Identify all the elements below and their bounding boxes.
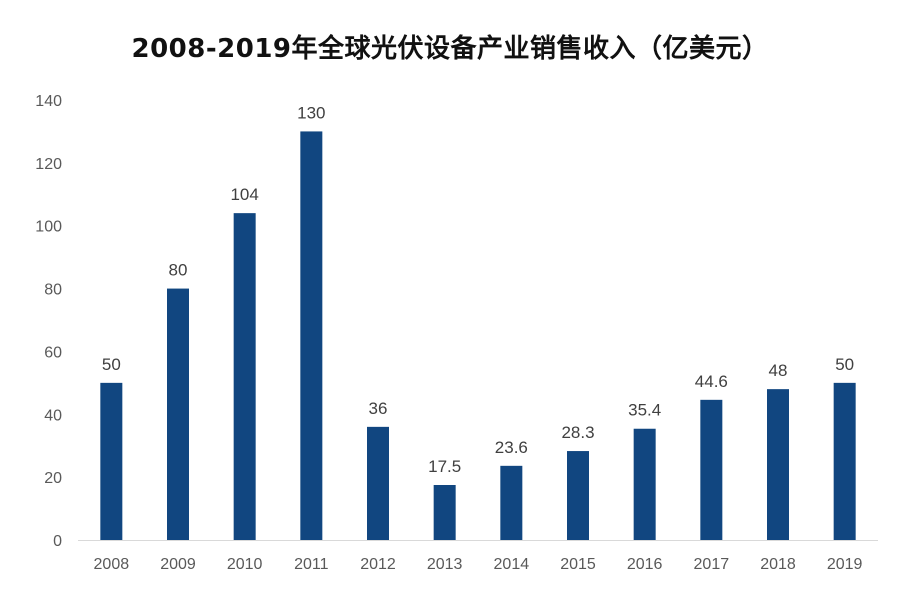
y-tick-label-120: 120	[35, 156, 62, 173]
chart-title: 2008-2019年全球光伏设备产业销售收入（亿美元）	[131, 34, 769, 64]
x-tick-label-2012: 2012	[360, 556, 396, 573]
bar-2010	[233, 213, 256, 540]
data-label-2008: 50	[102, 355, 121, 374]
bar-2013	[433, 485, 456, 540]
data-label-2011: 130	[297, 103, 325, 122]
data-label-2009: 80	[169, 261, 188, 280]
y-tick-label-80: 80	[44, 282, 62, 299]
bar-2014	[500, 465, 523, 540]
x-tick-label-2011: 2011	[294, 556, 329, 573]
bars-group	[100, 131, 856, 540]
bar-2018	[767, 389, 789, 540]
bar-2017	[700, 399, 723, 540]
y-tick-label-60: 60	[44, 344, 62, 361]
data-label-2012: 36	[369, 399, 388, 418]
data-label-2014: 23.6	[495, 438, 528, 457]
data-label-2013: 17.5	[428, 457, 461, 476]
bar-2019	[833, 382, 856, 540]
bar-2008	[100, 382, 123, 540]
x-tick-label-2018: 2018	[760, 556, 796, 573]
data-label-2016: 35.4	[628, 401, 661, 420]
bar-2011	[300, 131, 323, 540]
bar-2016	[633, 428, 656, 540]
x-tick-label-2008: 2008	[94, 556, 130, 573]
x-tick-label-2009: 2009	[160, 556, 196, 573]
x-tick-label-2010: 2010	[227, 556, 263, 573]
y-tick-label-20: 20	[44, 470, 62, 487]
data-label-2017: 44.6	[695, 372, 728, 391]
x-tick-label-2017: 2017	[694, 556, 730, 573]
x-tick-label-2015: 2015	[560, 556, 596, 573]
y-tick-label-0: 0	[53, 533, 62, 550]
data-label-2018: 48	[769, 361, 788, 380]
y-tick-label-100: 100	[35, 219, 62, 236]
data-labels-group: 50 80 104 130 36 17.5 23.6 28.3 35.4 44.6 48 50	[102, 103, 854, 476]
x-tick-label-2013: 2013	[427, 556, 463, 573]
data-label-2010: 104	[230, 185, 258, 204]
bar-2012	[367, 426, 389, 540]
x-tick-label-2014: 2014	[494, 556, 530, 573]
data-label-2019: 50	[835, 355, 854, 374]
x-axis-ticks: 2008 2009 2010 2011 2012 2013 2014 2015 2016 2017…	[94, 556, 863, 573]
data-label-2015: 28.3	[561, 423, 594, 442]
x-tick-label-2019: 2019	[827, 556, 863, 573]
y-axis-ticks: 0 20 40 60 80 100 120 140	[35, 93, 62, 550]
bar-2015	[567, 451, 589, 540]
bar-2009	[167, 288, 189, 540]
y-tick-label-140: 140	[35, 93, 62, 110]
y-tick-label-40: 40	[44, 407, 62, 424]
x-tick-label-2016: 2016	[627, 556, 663, 573]
